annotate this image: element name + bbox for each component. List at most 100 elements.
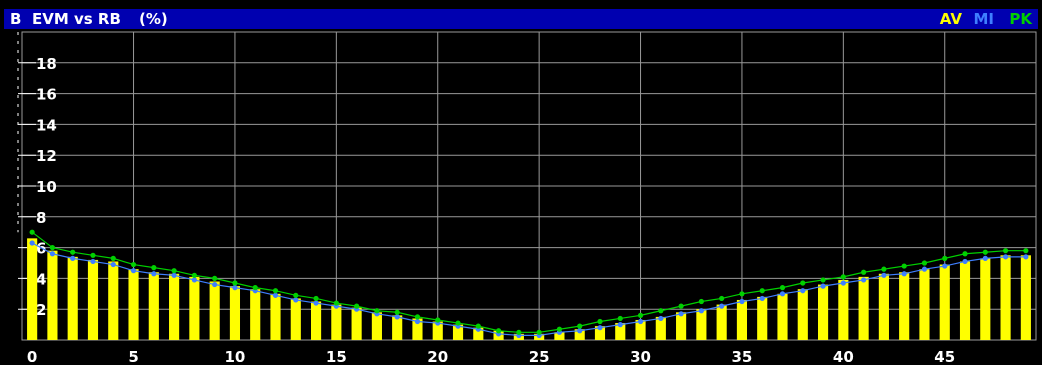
bar-av xyxy=(67,256,78,340)
point-mi xyxy=(130,268,137,274)
bar-av xyxy=(1000,255,1011,340)
point-pk xyxy=(516,329,522,335)
bar-av xyxy=(209,281,220,340)
point-mi xyxy=(820,283,826,289)
bar-av xyxy=(108,261,119,340)
x-tick-label: 35 xyxy=(732,348,753,365)
point-mi xyxy=(861,277,867,283)
bar-av xyxy=(473,327,484,340)
point-mi xyxy=(110,261,116,268)
point-pk xyxy=(171,268,177,274)
point-mi xyxy=(272,292,279,298)
point-pk xyxy=(577,323,583,329)
point-pk xyxy=(982,249,988,255)
x-tick-label: 15 xyxy=(326,348,347,365)
point-pk xyxy=(1023,248,1029,254)
bar-av xyxy=(148,272,159,340)
point-pk xyxy=(293,292,299,298)
point-pk xyxy=(435,317,441,323)
point-pk xyxy=(536,329,542,335)
line-pk xyxy=(31,231,1026,333)
point-pk xyxy=(921,260,928,266)
point-mi xyxy=(881,272,887,278)
point-pk xyxy=(29,229,35,235)
point-mi xyxy=(759,295,765,302)
point-mi xyxy=(901,271,907,277)
x-tick-label: 5 xyxy=(128,348,138,365)
x-tick-label: 40 xyxy=(833,348,854,365)
trace-letter: B xyxy=(10,10,22,28)
point-pk xyxy=(1002,248,1009,254)
point-pk xyxy=(678,303,684,309)
y-tick-label: 4 xyxy=(36,270,46,288)
x-tick-label: 20 xyxy=(427,348,448,365)
y-tick-label: 8 xyxy=(36,209,46,227)
point-pk xyxy=(597,318,603,325)
point-mi xyxy=(962,258,968,265)
point-mi xyxy=(90,258,96,265)
bar-av xyxy=(351,307,362,340)
point-mi xyxy=(982,255,988,261)
point-pk xyxy=(719,295,725,302)
point-mi xyxy=(678,311,684,317)
point-pk xyxy=(942,255,948,261)
point-mi xyxy=(617,322,623,328)
bar-av xyxy=(189,276,200,340)
bar-av xyxy=(980,258,991,340)
point-pk xyxy=(354,303,360,309)
y-tick-label: 12 xyxy=(36,147,57,165)
bar-av xyxy=(797,289,808,340)
point-mi xyxy=(151,271,157,277)
point-pk xyxy=(840,274,846,280)
bar-av xyxy=(939,264,950,340)
bar-av xyxy=(1020,255,1031,340)
point-pk xyxy=(394,309,400,315)
point-pk xyxy=(779,285,786,291)
point-mi xyxy=(942,263,948,269)
bar-av xyxy=(169,273,180,340)
x-tick-label: 45 xyxy=(934,348,955,365)
bar-av xyxy=(432,321,443,340)
point-mi xyxy=(577,328,583,334)
bar-av xyxy=(412,318,423,340)
chart-title: EVM vs RB xyxy=(32,10,121,28)
point-mi xyxy=(719,303,725,309)
bar-av xyxy=(635,319,646,340)
point-mi xyxy=(840,280,846,286)
title-bar: B EVM vs RB (%) AV MI PK xyxy=(4,9,1038,29)
bar-av xyxy=(919,269,930,340)
point-mi xyxy=(414,318,421,325)
y-tick-label: 10 xyxy=(36,178,57,196)
point-pk xyxy=(110,255,116,261)
point-pk xyxy=(191,272,197,278)
point-pk xyxy=(272,288,279,294)
point-mi xyxy=(1002,254,1009,260)
bar-av xyxy=(594,326,606,340)
point-mi xyxy=(232,285,238,291)
point-pk xyxy=(90,252,96,258)
point-mi xyxy=(739,298,745,305)
trace-av-label[interactable]: AV xyxy=(939,10,962,28)
y-tick-label: 14 xyxy=(36,116,57,134)
y-tick-label: 16 xyxy=(36,86,57,104)
bar-av xyxy=(331,304,342,340)
point-mi xyxy=(658,315,664,322)
bar-av xyxy=(371,312,382,340)
point-mi xyxy=(1023,254,1029,260)
bar-av xyxy=(574,329,585,340)
point-mi xyxy=(779,291,786,297)
unit-label: (%) xyxy=(139,10,168,28)
point-pk xyxy=(495,328,502,334)
point-mi xyxy=(800,288,806,294)
point-pk xyxy=(130,261,137,268)
trace-pk-label[interactable]: PK xyxy=(1009,10,1032,28)
point-pk xyxy=(962,251,968,257)
bar-av xyxy=(817,284,829,340)
trace-mi-label[interactable]: MI xyxy=(973,10,994,28)
bar-av xyxy=(310,301,322,340)
point-pk xyxy=(252,285,258,291)
point-pk xyxy=(556,326,563,332)
point-pk xyxy=(637,312,644,318)
point-pk xyxy=(151,265,157,271)
